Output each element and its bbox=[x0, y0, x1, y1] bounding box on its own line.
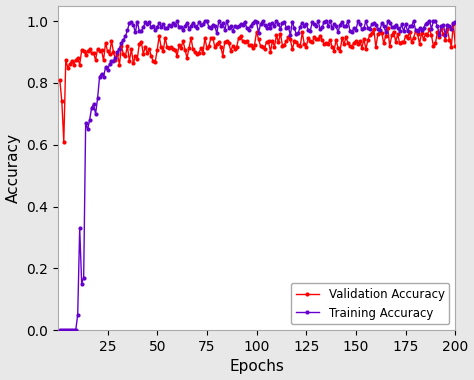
Validation Accuracy bbox=[57, 78, 63, 82]
Training Accuracy bbox=[435, 24, 440, 29]
Training Accuracy bbox=[421, 26, 427, 30]
Validation Accuracy bbox=[450, 21, 456, 26]
Validation Accuracy bbox=[453, 43, 458, 48]
Validation Accuracy bbox=[75, 56, 81, 60]
Validation Accuracy bbox=[421, 37, 427, 41]
Validation Accuracy bbox=[83, 52, 89, 57]
Validation Accuracy bbox=[133, 53, 138, 58]
Validation Accuracy bbox=[61, 139, 67, 144]
Y-axis label: Accuracy: Accuracy bbox=[6, 133, 20, 203]
Training Accuracy bbox=[57, 328, 63, 332]
Training Accuracy bbox=[130, 23, 136, 27]
Training Accuracy bbox=[162, 26, 168, 30]
Training Accuracy bbox=[174, 19, 180, 23]
X-axis label: Epochs: Epochs bbox=[229, 359, 284, 374]
Line: Validation Accuracy: Validation Accuracy bbox=[58, 21, 457, 144]
Training Accuracy bbox=[81, 276, 87, 280]
Validation Accuracy bbox=[435, 29, 440, 34]
Legend: Validation Accuracy, Training Accuracy: Validation Accuracy, Training Accuracy bbox=[291, 283, 449, 324]
Training Accuracy bbox=[73, 328, 79, 332]
Line: Training Accuracy: Training Accuracy bbox=[58, 19, 457, 332]
Training Accuracy bbox=[453, 19, 458, 24]
Validation Accuracy bbox=[164, 45, 170, 49]
